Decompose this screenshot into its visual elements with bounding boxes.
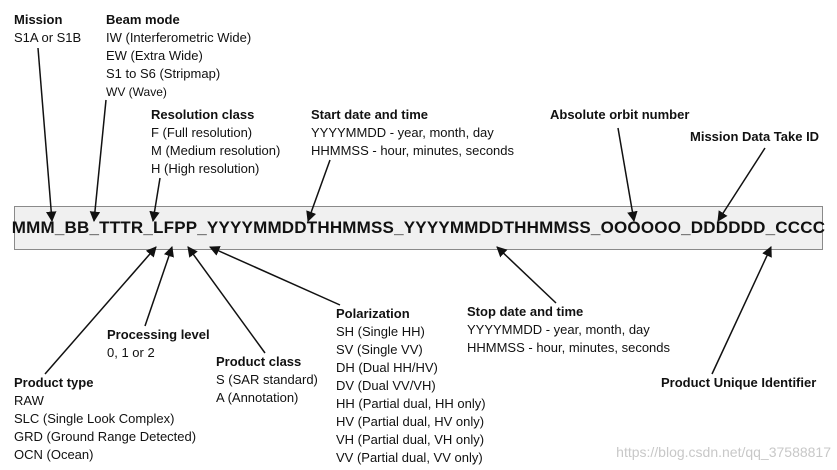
product-class-block: Product class S (SAR standard) A (Annota…: [216, 353, 318, 407]
processing-level-title: Processing level: [107, 327, 210, 342]
stop-date-line: HHMMSS - hour, minutes, seconds: [467, 340, 671, 355]
product-type-arrow: [44, 246, 157, 375]
resolution-class-line: M (Medium resolution): [151, 143, 281, 158]
polarization-line: SH (Single HH): [336, 324, 425, 339]
filename-pattern: MMM_BB_TTTR_LFPP_YYYYMMDDTHHMMSS_YYYYMMD…: [11, 218, 826, 237]
polarization-line: VV (Partial dual, VV only): [336, 450, 483, 465]
polarization-block: Polarization SH (Single HH) SV (Single V…: [336, 305, 486, 467]
mission-take-id-arrow: [717, 147, 766, 222]
start-date-title: Start date and time: [311, 107, 429, 122]
resolution-class-block: Resolution class F (Full resolution) M (…: [151, 106, 280, 178]
stop-date-line: YYYYMMDD - year, month, day: [467, 322, 650, 337]
processing-level-line: 0, 1 or 2: [107, 345, 155, 360]
polarization-line: SV (Single VV): [336, 342, 423, 357]
resolution-class-line: H (High resolution): [151, 161, 260, 176]
processing-level-arrow: [144, 246, 174, 327]
start-date-line: HHMMSS - hour, minutes, seconds: [311, 143, 515, 158]
product-type-block: Product type RAW SLC (Single Look Comple…: [14, 374, 196, 464]
mission-arrow: [37, 47, 57, 223]
polarization-line: DH (Dual HH/HV): [336, 360, 438, 375]
polarization-arrow: [209, 246, 341, 306]
mission-title: Mission: [14, 12, 63, 27]
resolution-class-title: Resolution class: [151, 107, 255, 122]
mission-take-id-block: Mission Data Take ID: [690, 128, 819, 146]
filename-box: MMM_BB_TTTR_LFPP_YYYYMMDDTHHMMSS_YYYYMMD…: [11, 206, 826, 250]
product-type-line: RAW: [14, 393, 44, 408]
product-class-arrow: [187, 246, 266, 354]
beam-mode-line: WV (Wave): [106, 85, 167, 99]
beam-mode-line: EW (Extra Wide): [106, 48, 203, 63]
product-class-line: S (SAR standard): [216, 372, 318, 387]
beam-mode-block: Beam mode IW (Interferometric Wide) EW (…: [106, 11, 251, 101]
product-class-line: A (Annotation): [216, 390, 299, 405]
product-type-title: Product type: [14, 375, 94, 390]
stop-date-title: Stop date and time: [467, 304, 584, 319]
mission-block: Mission S1A or S1B: [14, 11, 81, 47]
polarization-line: DV (Dual VV/VH): [336, 378, 436, 393]
polarization-title: Polarization: [336, 306, 410, 321]
polarization-line: HV (Partial dual, HV only): [336, 414, 485, 429]
resolution-class-line: F (Full resolution): [151, 125, 253, 140]
stop-date-block: Stop date and time YYYYMMDD - year, mont…: [467, 303, 670, 357]
polarization-line: VH (Partial dual, VH only): [336, 432, 485, 447]
stop-date-arrow: [496, 246, 557, 304]
mission-line: S1A or S1B: [14, 30, 82, 45]
beam-mode-title: Beam mode: [106, 12, 180, 27]
absolute-orbit-title: Absolute orbit number: [550, 107, 690, 122]
processing-level-block: Processing level 0, 1 or 2: [107, 326, 210, 362]
product-type-line: GRD (Ground Range Detected): [14, 429, 197, 444]
start-date-block: Start date and time YYYYMMDD - year, mon…: [311, 106, 514, 160]
resolution-class-arrow: [149, 177, 161, 223]
absolute-orbit-block: Absolute orbit number: [550, 106, 689, 124]
beam-mode-line: IW (Interferometric Wide): [106, 30, 252, 45]
unique-id-title: Product Unique Identifier: [661, 375, 817, 390]
product-type-line: OCN (Ocean): [14, 447, 94, 462]
mission-take-id-title: Mission Data Take ID: [690, 129, 820, 144]
watermark: https://blog.csdn.net/qq_37588817: [616, 444, 831, 460]
start-date-line: YYYYMMDD - year, month, day: [311, 125, 494, 140]
unique-id-block: Product Unique Identifier: [661, 374, 816, 392]
start-date-arrow: [306, 159, 331, 222]
product-class-title: Product class: [216, 354, 302, 369]
beam-mode-arrow: [89, 99, 107, 223]
polarization-line: HH (Partial dual, HH only): [336, 396, 486, 411]
absolute-orbit-arrow: [617, 127, 638, 223]
product-type-line: SLC (Single Look Complex): [14, 411, 175, 426]
unique-id-arrow: [711, 246, 772, 375]
beam-mode-line: S1 to S6 (Stripmap): [106, 66, 221, 81]
